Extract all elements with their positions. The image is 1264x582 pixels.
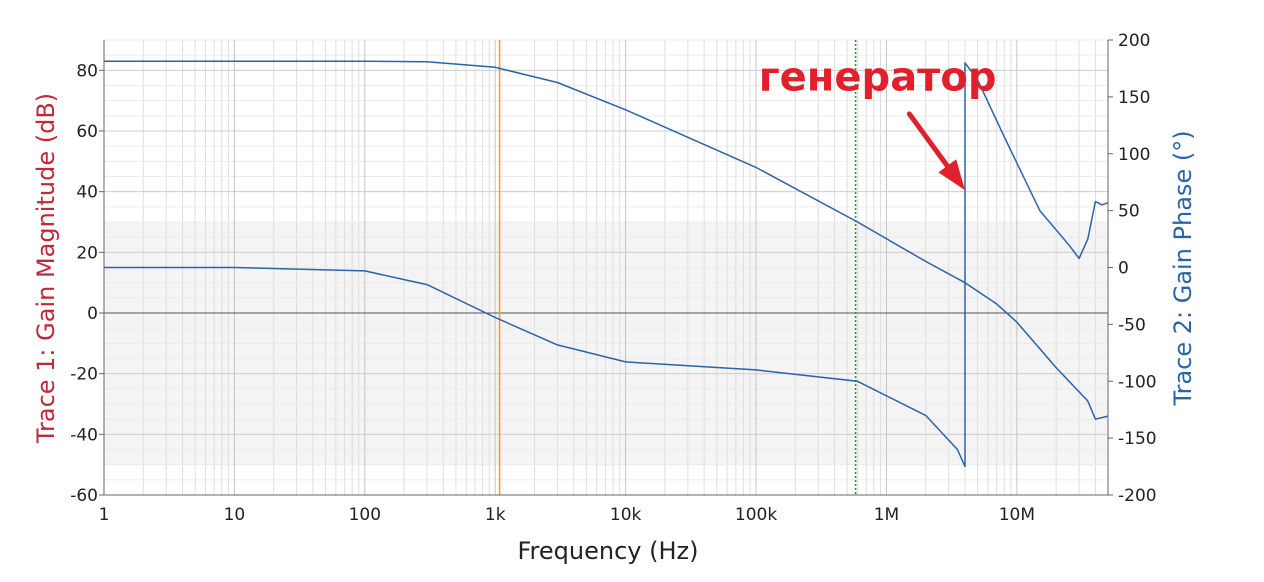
y-left-tick-label: -40: [70, 425, 98, 445]
annotation: генератор: [759, 54, 997, 191]
y-right-tick-label: 100: [1118, 145, 1150, 165]
annotation-arrow-line: [906, 111, 950, 169]
annotation-arrow-head: [938, 159, 965, 191]
y-left-tick-label: 80: [76, 61, 98, 81]
y-left-tick-label: -20: [70, 365, 98, 385]
y-right-tick-label: -100: [1118, 372, 1157, 392]
gain-phase-line: [104, 62, 1109, 468]
y-right-tick-label: 0: [1118, 259, 1129, 279]
x-tick-label: 100: [349, 505, 381, 525]
y-left-tick-label: 20: [76, 243, 98, 263]
x-tick-label: 1: [99, 505, 110, 525]
x-tick-label: 100k: [735, 505, 777, 525]
gain-magnitude-line: [104, 60, 1109, 420]
y-left-tick-labels: -60 -40 -20 0 20 40 60 80: [70, 61, 98, 506]
x-tick-label: 10M: [999, 505, 1035, 525]
y-right-tick-label: 50: [1118, 202, 1140, 222]
x-tick-label: 1k: [485, 505, 506, 525]
x-tick-label: 1M: [874, 505, 899, 525]
y-left-tick-label: 60: [76, 122, 98, 142]
series-lines: [104, 60, 1109, 468]
x-axis-title: Frequency (Hz): [518, 537, 699, 565]
y-right-tick-label: -50: [1118, 315, 1146, 335]
y-left-tick-label: 40: [76, 183, 98, 203]
y-left-tick-label: 0: [87, 304, 98, 324]
y-right-axis-title: Trace 2: Gain Phase (°): [1169, 130, 1197, 406]
x-tick-label: 10: [224, 505, 246, 525]
y-left-axis-title: Trace 1: Gain Magnitude (dB): [32, 93, 60, 444]
major-gridlines: [103, 40, 1108, 496]
y-right-tick-label: 200: [1118, 31, 1150, 51]
x-tick-labels: 1 10 100 1k 10k 100k 1M 10M: [99, 505, 1035, 525]
annotation-label: генератор: [759, 54, 997, 100]
cursor-lines: [498, 40, 857, 495]
y-right-tick-label: -200: [1118, 486, 1157, 506]
y-right-tick-label: -150: [1118, 429, 1157, 449]
x-tick-label: 10k: [610, 505, 642, 525]
y-left-tick-label: -60: [70, 486, 98, 506]
y-right-tick-labels: -200 -150 -100 -50 0 50 100 150 200: [1118, 31, 1157, 506]
y-right-tick-label: 150: [1118, 88, 1150, 108]
axes: [99, 39, 1113, 496]
